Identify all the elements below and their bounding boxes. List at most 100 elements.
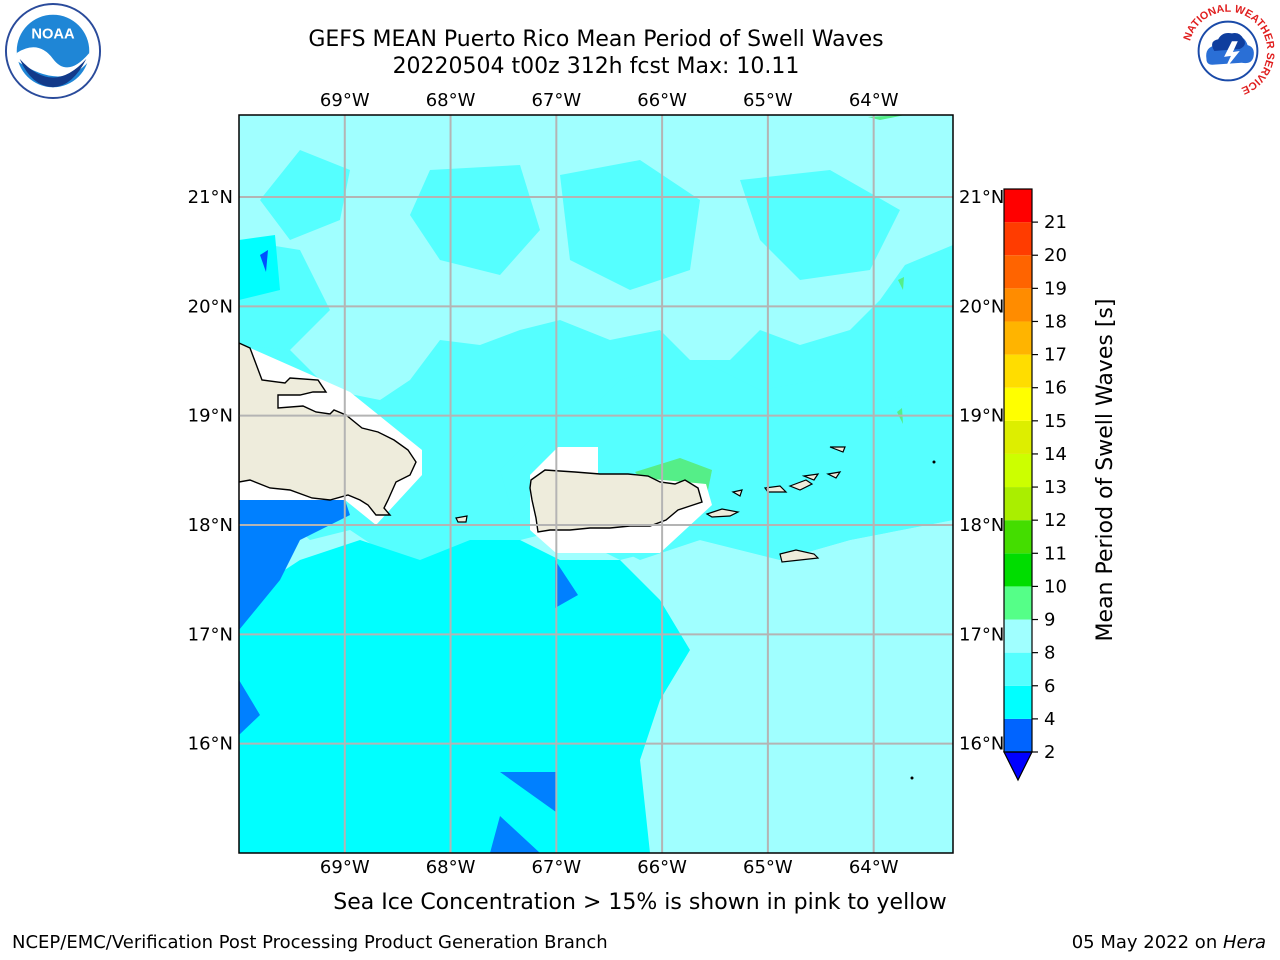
lon-tick-label-bottom: 67°W bbox=[531, 857, 581, 878]
colorbar-segment bbox=[1004, 520, 1032, 554]
lat-tick-label-left: 17°N bbox=[188, 624, 233, 645]
colorbar-segment bbox=[1004, 321, 1032, 355]
colorbar-level-label: 8 bbox=[1044, 643, 1055, 664]
field-6-8-patch-a bbox=[260, 150, 350, 240]
colorbar-segment bbox=[1004, 420, 1032, 454]
footer-credit: NCEP/EMC/Verification Post Processing Pr… bbox=[12, 932, 608, 953]
field-4-6-south bbox=[239, 540, 690, 853]
lat-tick-label-left: 16°N bbox=[188, 734, 233, 755]
lat-tick-label-right: 18°N bbox=[959, 515, 1004, 536]
field-2-4-south-a bbox=[500, 772, 556, 812]
colorbar-level-label: 21 bbox=[1044, 212, 1067, 233]
colorbar-level-label: 16 bbox=[1044, 378, 1067, 399]
lat-tick-label-right: 19°N bbox=[959, 406, 1004, 427]
colorbar-segment bbox=[1004, 685, 1032, 719]
colorbar-segment bbox=[1004, 553, 1032, 587]
footer-date-text: 05 May 2022 on bbox=[1071, 932, 1223, 953]
noaa-logo-text: NOAA bbox=[31, 26, 75, 42]
field-8-9-patch-se bbox=[780, 640, 880, 700]
field-2-4-west bbox=[239, 500, 350, 630]
colorbar-level-label: 17 bbox=[1044, 345, 1067, 366]
colorbar-level-label: 9 bbox=[1044, 610, 1055, 631]
lat-tick-label-left: 20°N bbox=[188, 296, 233, 317]
swell-period-field bbox=[239, 115, 953, 853]
colorbar-segment bbox=[1004, 255, 1032, 289]
lon-tick-label-top: 65°W bbox=[743, 90, 793, 111]
colorbar-level-label: 12 bbox=[1044, 510, 1067, 531]
map-frame bbox=[238, 114, 954, 854]
field-2-4-channel bbox=[555, 560, 578, 608]
culebra bbox=[731, 489, 743, 497]
lat-tick-label-right: 21°N bbox=[959, 187, 1004, 208]
tortola bbox=[801, 473, 820, 481]
lon-tick-label-top: 64°W bbox=[849, 90, 899, 111]
anegada bbox=[829, 446, 846, 453]
colorbar: 2 4 6 8 9 10 11 12 13 14 15 16 17 18 19 20 21 bbox=[1003, 188, 1067, 782]
lon-tick-label-top: 69°W bbox=[320, 90, 370, 111]
hispaniola bbox=[239, 342, 417, 516]
lat-tick-label-right: 17°N bbox=[959, 624, 1004, 645]
islet-1 bbox=[932, 460, 936, 464]
lat-tick-label-left: 19°N bbox=[188, 406, 233, 427]
lon-tick-label-top: 67°W bbox=[531, 90, 581, 111]
lat-tick-label-left: 18°N bbox=[188, 515, 233, 536]
nws-logo: NATIONAL WEATHER SERVICE bbox=[1180, 3, 1276, 99]
colorbar-segment bbox=[1004, 387, 1032, 421]
field-2-4-sw bbox=[239, 680, 260, 735]
colorbar-segment bbox=[1004, 487, 1032, 521]
colorbar-segment bbox=[1004, 354, 1032, 388]
field-6-8-patch-b bbox=[410, 165, 540, 275]
lon-tick-label-bottom: 68°W bbox=[426, 857, 476, 878]
puerto-rico bbox=[529, 469, 703, 533]
colorbar-level-label: 11 bbox=[1044, 543, 1067, 564]
st-john bbox=[788, 479, 814, 491]
colorbar-under-arrow bbox=[1003, 751, 1033, 782]
lon-tick-label-bottom: 66°W bbox=[637, 857, 687, 878]
vieques bbox=[705, 508, 740, 518]
field-6-8-patch-c bbox=[560, 160, 700, 290]
lat-tick-label-right: 16°N bbox=[959, 734, 1004, 755]
field-2-4-north-dot bbox=[260, 250, 268, 272]
footer-date: 05 May 2022 on Hera bbox=[1072, 932, 1266, 953]
colorbar-level-label: 4 bbox=[1044, 709, 1055, 730]
islet-2 bbox=[910, 776, 914, 780]
lon-tick-label-top: 68°W bbox=[426, 90, 476, 111]
colorbar-segment bbox=[1004, 652, 1032, 686]
colorbar-frame bbox=[1003, 188, 1033, 753]
footer-host: Hera bbox=[1222, 932, 1266, 953]
colorbar-segment bbox=[1004, 718, 1032, 752]
lon-tick-label-bottom: 69°W bbox=[320, 857, 370, 878]
colorbar-level-label: 13 bbox=[1044, 477, 1067, 498]
colorbar-level-label: 14 bbox=[1044, 444, 1067, 465]
field-9-10-east-dot-2 bbox=[898, 277, 904, 290]
graticule bbox=[239, 115, 953, 853]
chart-subtitle: 20220504 t00z 312h fcst Max: 10.11 bbox=[392, 54, 800, 79]
colorbar-segment bbox=[1004, 288, 1032, 322]
colorbar-segment bbox=[1004, 619, 1032, 653]
colorbar-level-label: 2 bbox=[1044, 742, 1055, 763]
colorbar-level-label: 6 bbox=[1044, 676, 1055, 697]
lon-tick-label-top: 66°W bbox=[637, 90, 687, 111]
colorbar-level-label: 10 bbox=[1044, 576, 1067, 597]
sea-ice-note: Sea Ice Concentration > 15% is shown in … bbox=[333, 890, 947, 915]
map-figure: 69°W 69°W 68°W 68°W 67°W 67°W 66°W 66°W 65°W 65°W… bbox=[188, 90, 1118, 878]
virgin-gorda bbox=[826, 471, 842, 479]
colorbar-level-label: 20 bbox=[1044, 245, 1067, 266]
colorbar-title: Mean Period of Swell Waves [s] bbox=[1093, 299, 1118, 642]
colorbar-segment bbox=[1004, 586, 1032, 620]
tick-labels: 69°W 69°W 68°W 68°W 67°W 67°W 66°W 66°W 65°W 65°W… bbox=[188, 90, 1005, 878]
lat-tick-label-right: 20°N bbox=[959, 296, 1004, 317]
colorbar-segment bbox=[1004, 189, 1032, 223]
chart-title: GEFS MEAN Puerto Rico Mean Period of Swe… bbox=[308, 27, 884, 52]
lon-tick-label-bottom: 65°W bbox=[743, 857, 793, 878]
colorbar-level-label: 19 bbox=[1044, 278, 1067, 299]
lat-tick-label-left: 21°N bbox=[188, 187, 233, 208]
field-4-6-west bbox=[239, 235, 280, 300]
mona-island bbox=[455, 515, 468, 523]
field-2-4-south-b bbox=[490, 816, 540, 853]
st-croix bbox=[779, 549, 820, 563]
noaa-logo: NOAA bbox=[4, 2, 102, 100]
colorbar-segment bbox=[1004, 222, 1032, 256]
colorbar-level-label: 15 bbox=[1044, 411, 1067, 432]
colorbar-level-label: 18 bbox=[1044, 311, 1067, 332]
